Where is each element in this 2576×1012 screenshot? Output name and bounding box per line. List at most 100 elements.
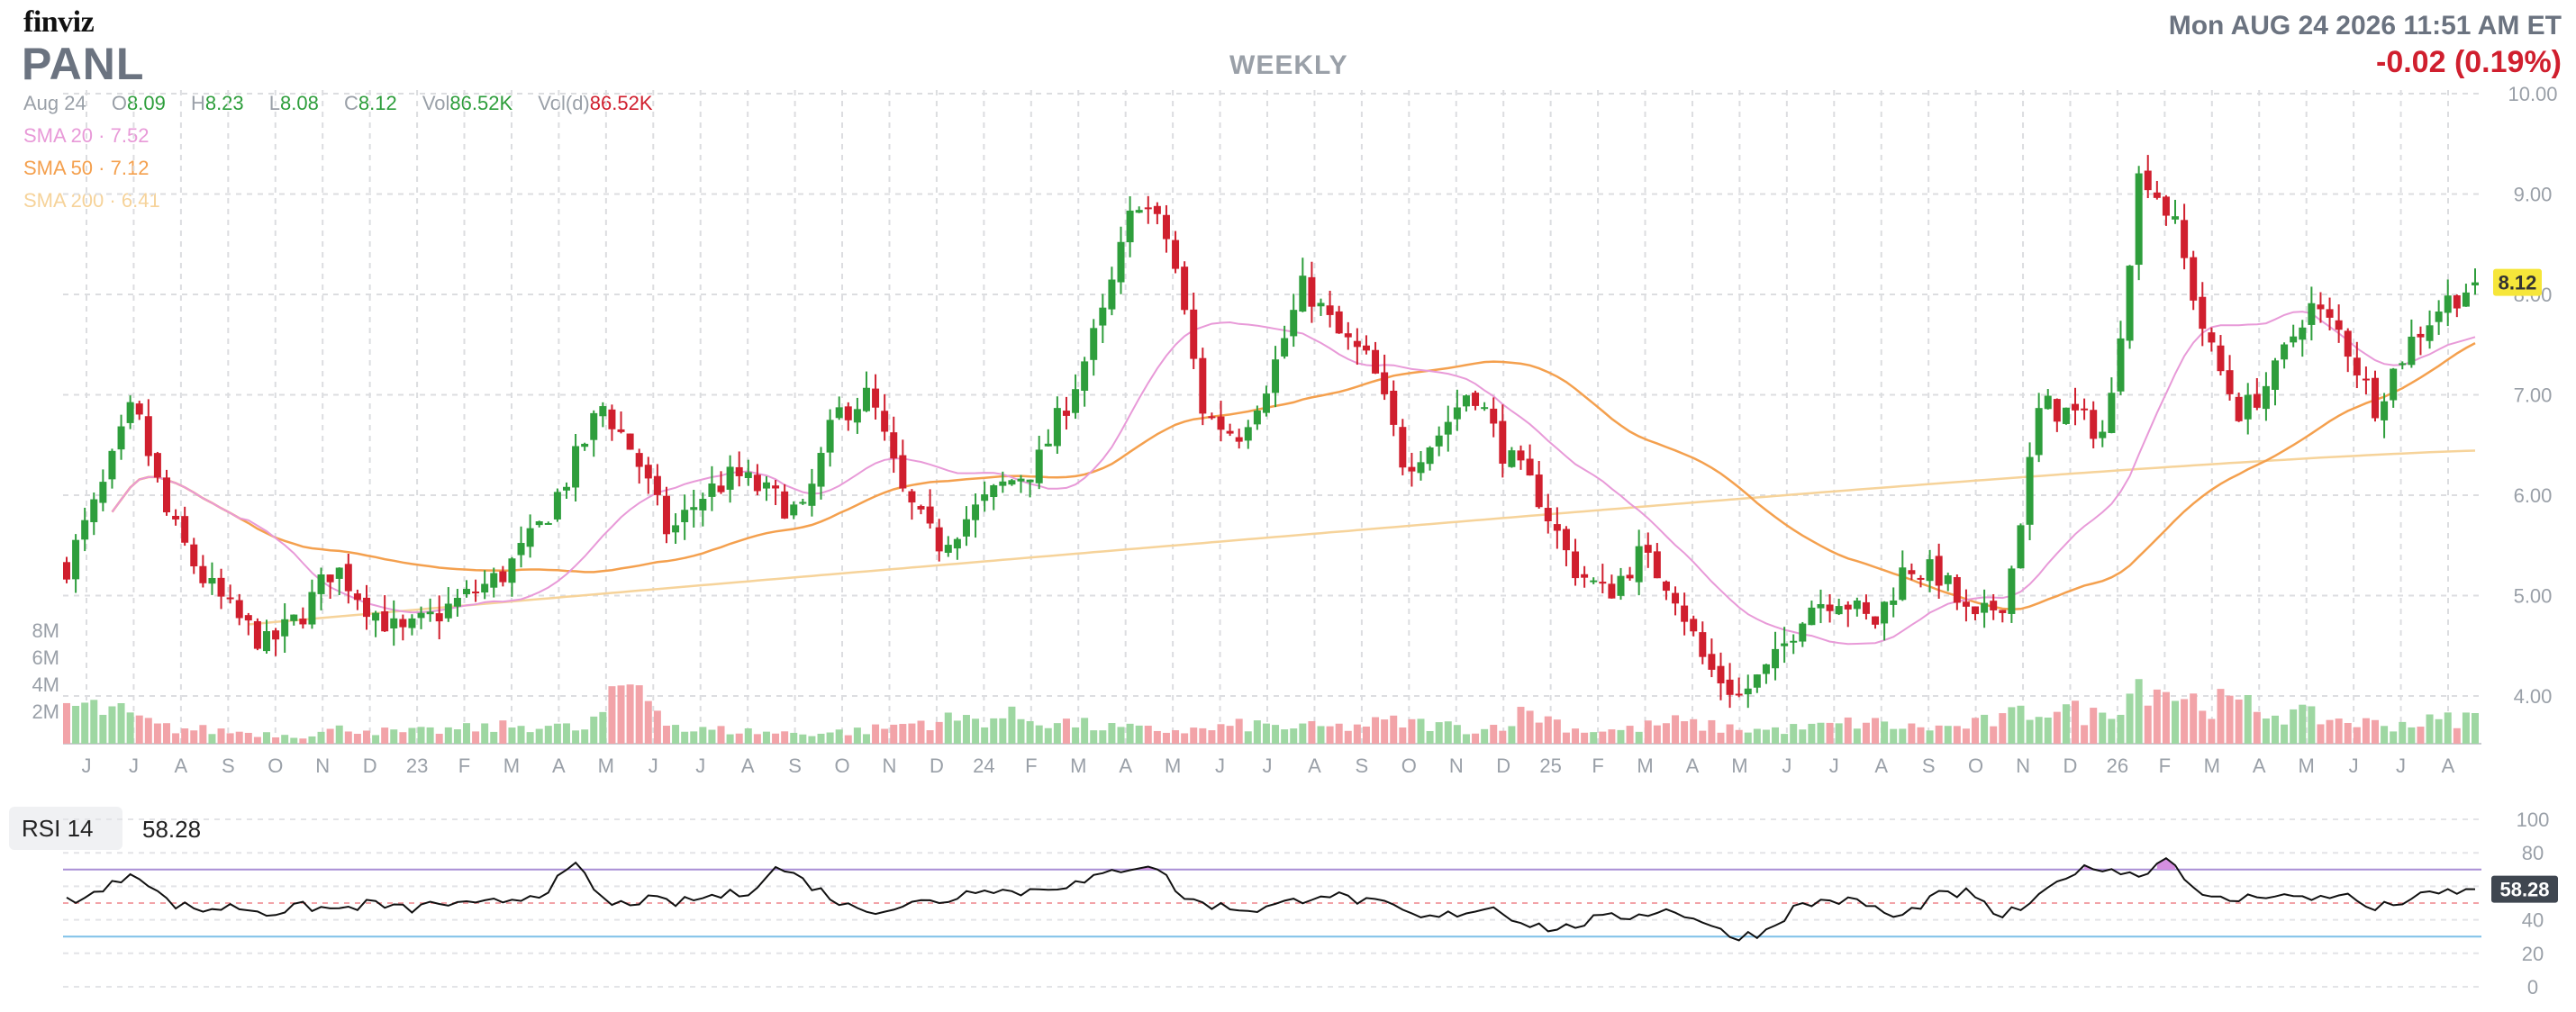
finviz-logo[interactable]: finviz <box>23 5 95 39</box>
volume-bar <box>790 732 798 744</box>
volume-bar <box>2272 715 2280 744</box>
candle-body <box>681 510 689 522</box>
time-tick-label: J <box>1215 754 1225 774</box>
candle-body <box>799 501 807 504</box>
price-chart[interactable]: 10.009.008.007.006.005.004.00JJASOND23FM… <box>0 0 2576 774</box>
volume-bar <box>2344 722 2352 744</box>
time-tick-label: O <box>1968 754 1983 774</box>
rsi-value-badge-label: 58.28 <box>2499 879 2549 901</box>
candle-body <box>1262 393 1270 413</box>
sma-200-legend[interactable]: SMA 200 · 6.41 <box>23 189 160 212</box>
candle-body <box>462 589 470 595</box>
candle-body <box>1226 430 1234 434</box>
volume-bar <box>1435 722 1443 744</box>
rsi-indicator-label[interactable]: RSI 14 <box>9 807 122 850</box>
volume-bar <box>1417 718 1425 744</box>
volume-bar <box>635 685 643 744</box>
volume-bar <box>290 737 298 744</box>
time-tick-label: O <box>834 754 849 774</box>
candle-body <box>1972 606 1980 615</box>
volume-bar <box>1281 729 1289 744</box>
volume-bar <box>1990 726 1998 744</box>
candle-body <box>790 504 798 516</box>
volume-bar <box>835 729 843 744</box>
candle-body <box>517 543 525 556</box>
volume-bar <box>2153 689 2161 744</box>
sma-200-line <box>248 449 2476 626</box>
ohlc-high: 8.23 <box>204 92 244 114</box>
volume-bar <box>2335 718 2343 744</box>
candle-body <box>826 420 834 453</box>
candle-body <box>435 613 443 622</box>
volume-bar <box>672 725 680 744</box>
volume-bar <box>344 731 352 744</box>
candle-body <box>317 574 325 594</box>
candle-body <box>708 483 716 497</box>
volume-bar <box>226 733 234 744</box>
volume-bar <box>2326 719 2334 744</box>
time-tick-label: J <box>1782 754 1791 774</box>
candle-body <box>1708 654 1716 670</box>
volume-bar <box>1099 730 1107 744</box>
candle-body <box>717 485 725 492</box>
candle-body <box>2008 568 2016 614</box>
volume-bar <box>335 725 343 744</box>
candle-body <box>1572 551 1580 579</box>
volume-bar <box>1553 719 1561 744</box>
volume-bar <box>1899 728 1907 744</box>
volume-bar <box>1135 725 1143 744</box>
volume-bar <box>1862 722 1870 744</box>
candle-body <box>2081 408 2089 411</box>
volume-bar <box>235 731 243 744</box>
volume-bar <box>817 733 825 744</box>
volume-bar <box>1444 721 1452 744</box>
time-tick-label: S <box>222 754 235 774</box>
volume-bar <box>2053 711 2061 744</box>
volume-bar <box>1462 734 1470 744</box>
volume-bar <box>1908 723 1916 744</box>
volume-bar <box>1426 730 1434 744</box>
rsi-tick-label: 40 <box>2522 909 2544 932</box>
sma-20-legend[interactable]: SMA 20 · 7.52 <box>23 124 150 147</box>
candle-body <box>762 482 770 489</box>
time-tick-label: M <box>2204 754 2220 774</box>
volume-bar <box>108 706 116 744</box>
volume-bar <box>1499 730 1507 744</box>
volume-bar <box>1608 729 1616 744</box>
time-tick-label: S <box>1356 754 1369 774</box>
candle-body <box>181 516 189 543</box>
volume-bar <box>72 705 80 744</box>
candle-body <box>526 528 534 547</box>
candle-body <box>1381 372 1389 394</box>
time-tick-label: J <box>1829 754 1839 774</box>
candle-body <box>1290 310 1298 337</box>
candle-body <box>2190 257 2198 301</box>
volume-bar <box>617 685 625 744</box>
volume-bar <box>1699 730 1707 744</box>
volume-tick-label: 8M <box>32 619 59 642</box>
candle-body <box>1308 276 1316 307</box>
volume-bar <box>1617 729 1625 744</box>
candle-body <box>1535 474 1543 508</box>
candle-body <box>1581 574 1589 578</box>
candle-body <box>926 506 934 524</box>
candle-body <box>1690 619 1698 632</box>
rsi-tick-label: 100 <box>2517 809 2550 831</box>
candle-body <box>453 598 461 607</box>
volume-bar <box>1953 726 1961 744</box>
volume-bar <box>1308 720 1316 744</box>
price-tick-label: 7.00 <box>2514 384 2553 407</box>
candle-body <box>1317 303 1325 307</box>
rsi-chart[interactable]: 10080604020058.28 <box>0 792 2576 1012</box>
time-tick-label: D <box>363 754 377 774</box>
volume-bar <box>281 735 289 744</box>
candle-body <box>281 619 289 637</box>
volume-bar <box>1517 707 1525 744</box>
volume-bar <box>2208 718 2216 744</box>
candle-body <box>417 612 425 619</box>
volume-bar <box>744 727 752 744</box>
candle-body <box>972 504 980 520</box>
candle-body <box>1481 407 1489 410</box>
candle-body <box>1781 643 1789 646</box>
sma-50-legend[interactable]: SMA 50 · 7.12 <box>23 157 150 179</box>
